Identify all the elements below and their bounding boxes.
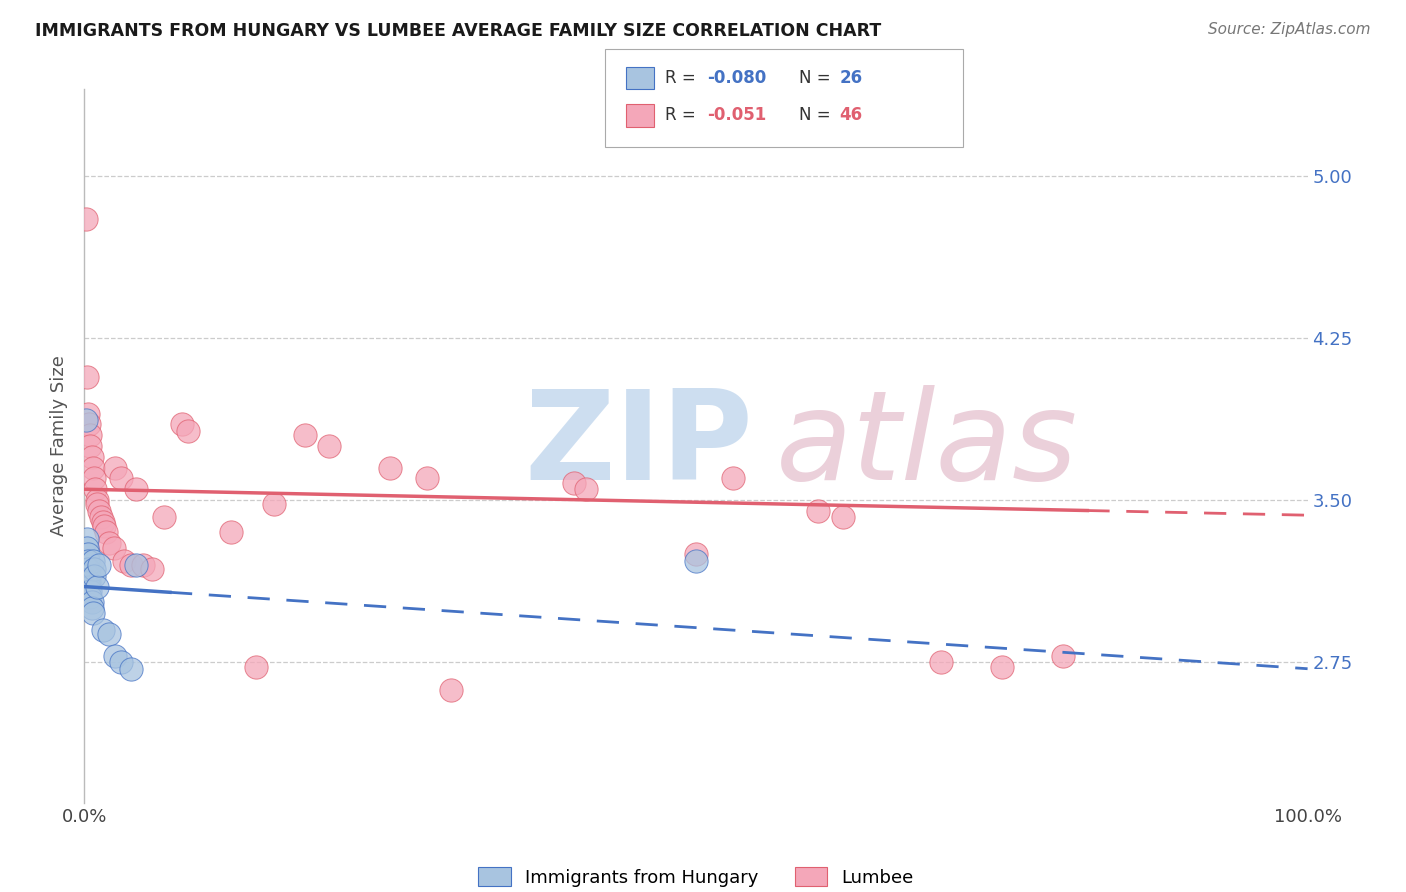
Point <box>91 623 114 637</box>
Point <box>120 662 142 676</box>
Point <box>110 471 132 485</box>
Point <box>76 369 98 384</box>
Point <box>93 519 115 533</box>
Text: R =: R = <box>665 106 702 124</box>
Point <box>104 648 127 663</box>
Point <box>685 553 707 567</box>
Point <box>141 562 163 576</box>
Point <box>77 417 100 432</box>
Point <box>177 424 200 438</box>
Point <box>82 606 104 620</box>
Point <box>91 515 114 529</box>
Point <box>76 532 98 546</box>
Point <box>125 558 148 572</box>
Point <box>87 504 110 518</box>
Point <box>86 580 108 594</box>
Point <box>80 601 103 615</box>
Point <box>104 460 127 475</box>
Text: 46: 46 <box>839 106 862 124</box>
Text: IMMIGRANTS FROM HUNGARY VS LUMBEE AVERAGE FAMILY SIZE CORRELATION CHART: IMMIGRANTS FROM HUNGARY VS LUMBEE AVERAG… <box>35 22 882 40</box>
Point <box>77 580 100 594</box>
Text: Source: ZipAtlas.com: Source: ZipAtlas.com <box>1208 22 1371 37</box>
Point <box>97 627 120 641</box>
Point <box>380 460 402 475</box>
Point <box>79 439 101 453</box>
Point <box>991 659 1014 673</box>
Point <box>562 475 585 490</box>
Point <box>83 562 105 576</box>
Point <box>685 547 707 561</box>
Text: N =: N = <box>799 106 835 124</box>
Point <box>110 655 132 669</box>
Point <box>77 553 100 567</box>
Point <box>294 428 316 442</box>
Point <box>807 504 830 518</box>
Point <box>83 568 105 582</box>
Text: -0.080: -0.080 <box>707 69 766 87</box>
Point <box>83 471 105 485</box>
Point <box>120 558 142 572</box>
Point <box>831 510 853 524</box>
Point <box>77 407 100 421</box>
Point <box>79 591 101 605</box>
Point <box>721 471 744 485</box>
Point <box>82 460 104 475</box>
Y-axis label: Average Family Size: Average Family Size <box>49 356 67 536</box>
Legend: Immigrants from Hungary, Lumbee: Immigrants from Hungary, Lumbee <box>478 867 914 887</box>
Point <box>80 595 103 609</box>
Point <box>90 510 112 524</box>
Text: N =: N = <box>799 69 835 87</box>
Text: ZIP: ZIP <box>524 385 754 507</box>
Point <box>77 575 100 590</box>
Point <box>929 655 952 669</box>
Point <box>79 428 101 442</box>
Point <box>440 683 463 698</box>
Point <box>80 450 103 464</box>
Point <box>79 583 101 598</box>
Point <box>103 541 125 555</box>
Text: atlas: atlas <box>776 385 1077 507</box>
Point <box>132 558 155 572</box>
Point <box>75 211 97 226</box>
Point <box>75 413 97 427</box>
Point <box>84 482 107 496</box>
Point <box>77 562 100 576</box>
Point <box>219 525 242 540</box>
Text: R =: R = <box>665 69 702 87</box>
Point <box>96 525 118 540</box>
Point <box>82 553 104 567</box>
Point <box>87 558 110 572</box>
Text: 26: 26 <box>839 69 862 87</box>
Point <box>77 547 100 561</box>
Point <box>1052 648 1074 663</box>
Point <box>575 482 598 496</box>
Point <box>416 471 439 485</box>
Point <box>125 482 148 496</box>
Point <box>153 510 176 524</box>
Point <box>172 417 194 432</box>
Point <box>86 497 108 511</box>
Point <box>97 536 120 550</box>
Point <box>76 541 98 555</box>
Text: -0.051: -0.051 <box>707 106 766 124</box>
Point <box>112 553 135 567</box>
Point <box>263 497 285 511</box>
Point <box>77 568 100 582</box>
Point <box>318 439 340 453</box>
Point <box>245 659 267 673</box>
Point <box>86 493 108 508</box>
